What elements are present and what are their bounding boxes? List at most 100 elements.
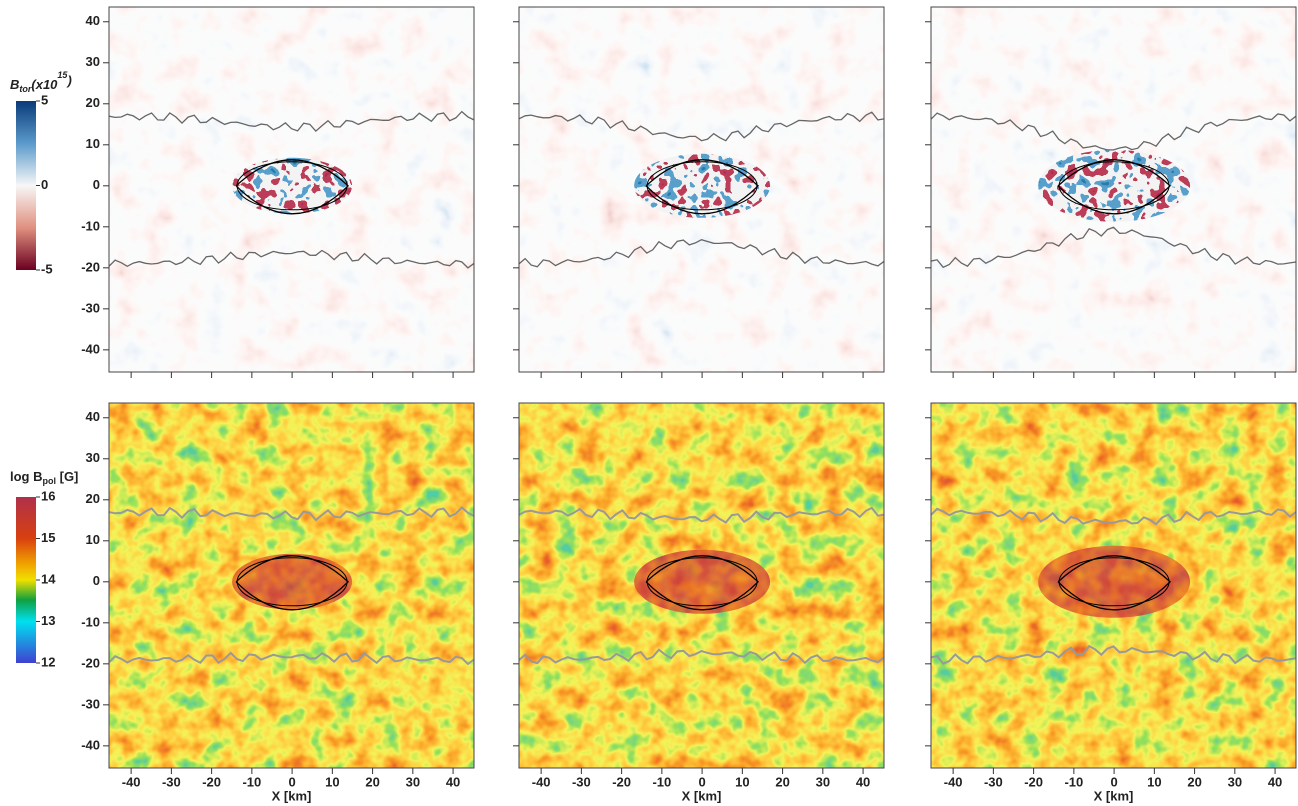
x-axis-label: X [km] (272, 788, 312, 803)
colorbar-tick-label: 16 (41, 488, 55, 503)
colorbar (16, 101, 36, 270)
y-tick-label: 30 (86, 54, 100, 69)
envelope-contour (931, 226, 1296, 269)
y-tick-label: -20 (81, 259, 100, 274)
x-axis-label: X [km] (1094, 788, 1134, 803)
x-tick-label: -40 (944, 774, 963, 789)
x-tick-label: 20 (775, 774, 789, 789)
label-part: ) (65, 73, 71, 88)
panel-frame (930, 402, 1297, 769)
core-contour-outer (1058, 557, 1170, 607)
envelope-contour (519, 111, 884, 142)
core-contour-outer (236, 161, 348, 211)
x-tick-label: 10 (325, 774, 339, 789)
panel-frame (518, 6, 885, 373)
x-tick-label: 40 (856, 774, 870, 789)
y-tick-label: -10 (81, 614, 100, 629)
x-tick-label: -30 (984, 774, 1003, 789)
panel (931, 7, 1296, 372)
panel (109, 403, 474, 768)
x-tick-label: 10 (1147, 774, 1161, 789)
envelope-contour (931, 644, 1296, 665)
x-tick-label: -30 (572, 774, 591, 789)
x-tick-label: 40 (1268, 774, 1282, 789)
y-tick-label: 40 (86, 13, 100, 28)
y-tick-label: 20 (86, 491, 100, 506)
panel-frame (518, 402, 885, 769)
x-tick-label: -10 (242, 774, 261, 789)
x-tick-label: 0 (1110, 774, 1117, 789)
envelope-contour (519, 239, 884, 268)
label-part: pol (43, 476, 57, 486)
panel (519, 403, 884, 768)
colorbar-tick-label: 14 (41, 571, 56, 586)
x-tick-label: 20 (1187, 774, 1201, 789)
x-tick-label: 0 (698, 774, 705, 789)
panel (519, 7, 884, 372)
label-part: [G] (56, 469, 78, 484)
x-tick-label: -20 (612, 774, 631, 789)
y-tick-label: -10 (81, 218, 100, 233)
panel-frame (108, 6, 475, 373)
envelope-contour (519, 506, 884, 524)
envelope-contour (931, 112, 1296, 151)
colorbar-tick-label: 13 (41, 613, 55, 628)
x-tick-label: 10 (735, 774, 749, 789)
x-tick-label: 30 (406, 774, 420, 789)
y-tick-label: -30 (81, 300, 100, 315)
y-tick-label: 30 (86, 450, 100, 465)
envelope-contour (931, 507, 1296, 526)
colorbar-label: Btor(x1015) (10, 70, 72, 94)
y-tick-label: 10 (86, 136, 100, 151)
envelope-contour (109, 249, 474, 269)
envelope-contour (109, 110, 474, 133)
panel (931, 403, 1296, 768)
y-tick-label: 0 (93, 177, 100, 192)
label-part: (x10 (31, 77, 58, 92)
x-tick-label: 0 (288, 774, 295, 789)
colorbar-tick-label: -5 (41, 261, 53, 276)
core-contour-outer (646, 161, 758, 211)
colorbar (16, 497, 36, 663)
panel-frame (930, 6, 1297, 373)
envelope-contour (109, 651, 474, 666)
y-tick-label: -40 (81, 737, 100, 752)
x-tick-label: -20 (1024, 774, 1043, 789)
x-tick-label: -40 (532, 774, 551, 789)
label-part: log B (10, 469, 43, 484)
panel-frame (108, 402, 475, 769)
x-tick-label: 30 (1228, 774, 1242, 789)
core-field (634, 549, 771, 614)
x-tick-label: -10 (1064, 774, 1083, 789)
core-contour-outer (1058, 161, 1170, 211)
y-tick-label: 40 (86, 409, 100, 424)
x-tick-label: -30 (162, 774, 181, 789)
y-tick-label: 0 (93, 573, 100, 588)
label-part: B (10, 77, 19, 92)
y-tick-label: 10 (86, 532, 100, 547)
colorbar-tick-label: 0 (41, 177, 48, 192)
core-field (634, 153, 771, 218)
y-tick-label: 20 (86, 95, 100, 110)
core-field (232, 553, 353, 610)
colorbar-tick-label: 15 (41, 530, 55, 545)
y-tick-label: -20 (81, 655, 100, 670)
label-part: 15 (57, 70, 68, 80)
x-tick-label: 40 (446, 774, 460, 789)
y-tick-label: -40 (81, 341, 100, 356)
colorbar-tick-label: 5 (41, 92, 48, 107)
panel (109, 7, 474, 372)
x-axis-label: X [km] (682, 788, 722, 803)
envelope-contour (519, 648, 884, 665)
x-tick-label: -40 (122, 774, 141, 789)
colorbar-tick-label: 12 (41, 654, 55, 669)
core-contour-outer (236, 557, 348, 607)
x-tick-label: -10 (652, 774, 671, 789)
x-tick-label: 20 (365, 774, 379, 789)
core-contour-outer (646, 557, 758, 607)
envelope-contour (109, 506, 474, 522)
y-tick-label: -30 (81, 696, 100, 711)
core-field (232, 157, 353, 214)
label-part: tor (19, 84, 31, 94)
